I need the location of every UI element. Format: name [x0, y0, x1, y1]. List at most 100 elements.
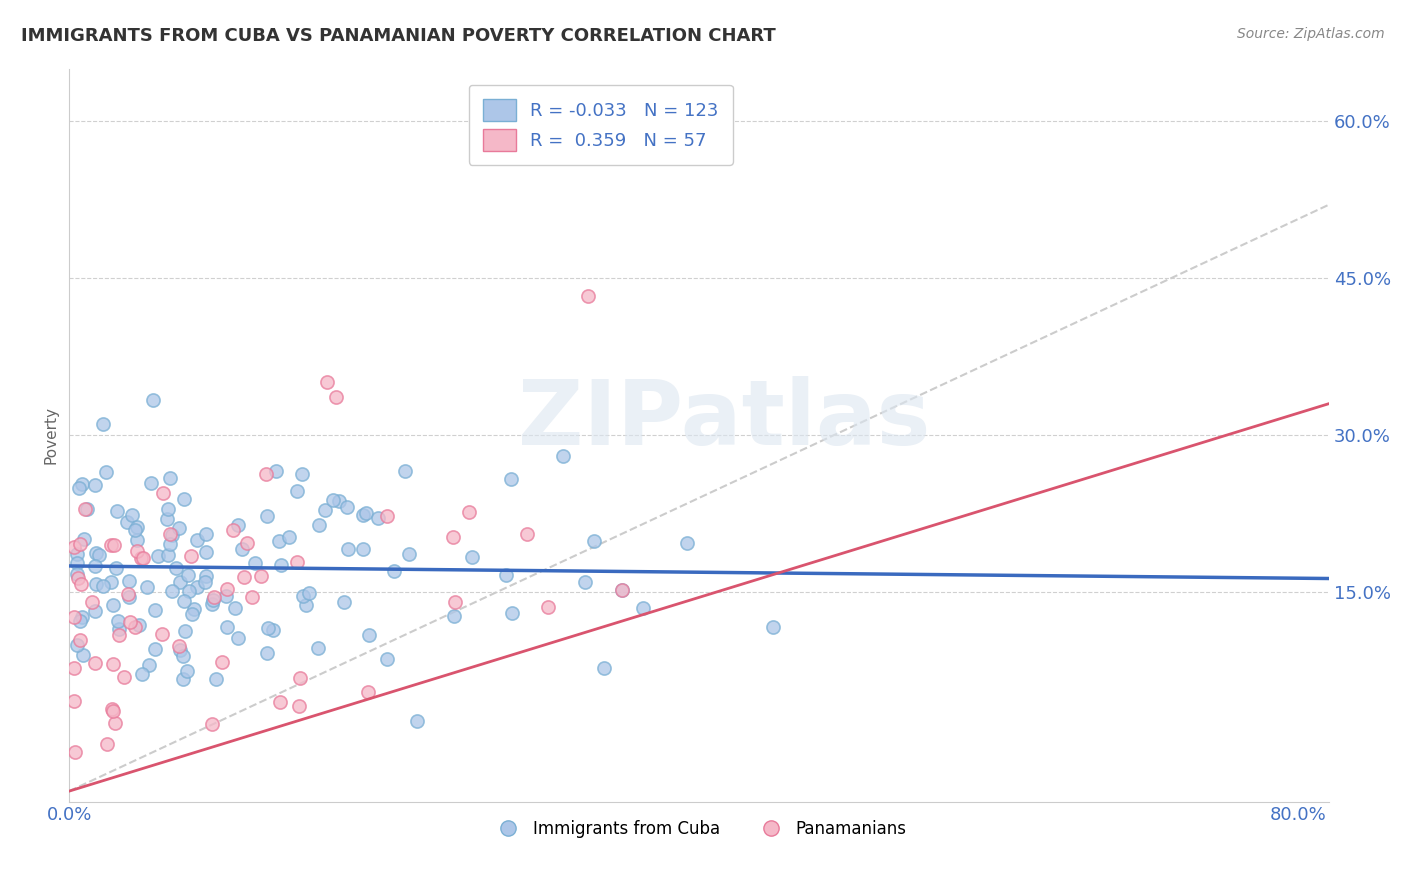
Point — [91, 417, 114, 431]
Point — [460, 550, 482, 565]
Point — [146, 549, 169, 564]
Point — [127, 543, 149, 558]
Point — [186, 533, 208, 548]
Point — [536, 600, 558, 615]
Point — [367, 510, 389, 524]
Point — [375, 652, 398, 666]
Point — [256, 621, 278, 635]
Point — [262, 624, 284, 638]
Point — [458, 505, 481, 519]
Point — [194, 575, 217, 590]
Point — [398, 547, 420, 561]
Point — [176, 664, 198, 678]
Point — [287, 698, 309, 713]
Point — [165, 561, 187, 575]
Point — [183, 602, 205, 616]
Point — [83, 656, 105, 670]
Point — [202, 590, 225, 604]
Point — [104, 716, 127, 731]
Point — [72, 610, 94, 624]
Point — [107, 614, 129, 628]
Point — [127, 520, 149, 534]
Point — [336, 500, 359, 514]
Point — [150, 627, 173, 641]
Point — [295, 598, 318, 612]
Point — [194, 545, 217, 559]
Point — [676, 535, 699, 549]
Point — [173, 594, 195, 608]
Point — [328, 494, 350, 508]
Point — [66, 638, 89, 652]
Point — [610, 582, 633, 597]
Point — [205, 673, 228, 687]
Point — [269, 695, 291, 709]
Point — [356, 506, 378, 520]
Point — [67, 571, 90, 585]
Point — [173, 491, 195, 506]
Point — [333, 595, 356, 609]
Point — [180, 607, 202, 621]
Point — [582, 534, 605, 549]
Point — [107, 504, 129, 518]
Point — [254, 467, 277, 481]
Point — [66, 567, 89, 582]
Point — [118, 590, 141, 604]
Point — [76, 502, 98, 516]
Point — [108, 627, 131, 641]
Point — [69, 536, 91, 550]
Point — [84, 576, 107, 591]
Text: Source: ZipAtlas.com: Source: ZipAtlas.com — [1237, 27, 1385, 41]
Point — [121, 508, 143, 523]
Point — [159, 537, 181, 551]
Point — [96, 737, 118, 751]
Point — [101, 702, 124, 716]
Point — [495, 567, 517, 582]
Point — [228, 631, 250, 645]
Point — [240, 590, 263, 604]
Point — [177, 567, 200, 582]
Point — [236, 536, 259, 550]
Point — [70, 476, 93, 491]
Point — [107, 622, 129, 636]
Point — [359, 627, 381, 641]
Point — [157, 501, 180, 516]
Point — [337, 541, 360, 556]
Point — [66, 557, 89, 571]
Point — [222, 524, 245, 538]
Point — [156, 511, 179, 525]
Point — [143, 641, 166, 656]
Point — [201, 597, 224, 611]
Point — [72, 648, 94, 662]
Point — [443, 594, 465, 608]
Point — [516, 527, 538, 541]
Point — [94, 465, 117, 479]
Point — [105, 561, 128, 575]
Point — [70, 577, 93, 591]
Point — [270, 558, 292, 573]
Point — [63, 610, 86, 624]
Point — [352, 508, 374, 522]
Point — [267, 534, 290, 549]
Point — [63, 693, 86, 707]
Point — [93, 579, 115, 593]
Point — [63, 661, 86, 675]
Point — [292, 589, 315, 603]
Point — [290, 671, 312, 685]
Point — [142, 392, 165, 407]
Point — [69, 633, 91, 648]
Point — [574, 575, 596, 590]
Point — [167, 639, 190, 653]
Point — [224, 600, 246, 615]
Point — [201, 717, 224, 731]
Point — [159, 527, 181, 541]
Point — [256, 508, 278, 523]
Point — [63, 540, 86, 554]
Point — [75, 502, 97, 516]
Text: ZIPatlas: ZIPatlas — [519, 376, 931, 465]
Point — [308, 517, 330, 532]
Point — [215, 582, 238, 597]
Point — [291, 467, 314, 481]
Point — [83, 478, 105, 492]
Point — [124, 619, 146, 633]
Point — [180, 549, 202, 564]
